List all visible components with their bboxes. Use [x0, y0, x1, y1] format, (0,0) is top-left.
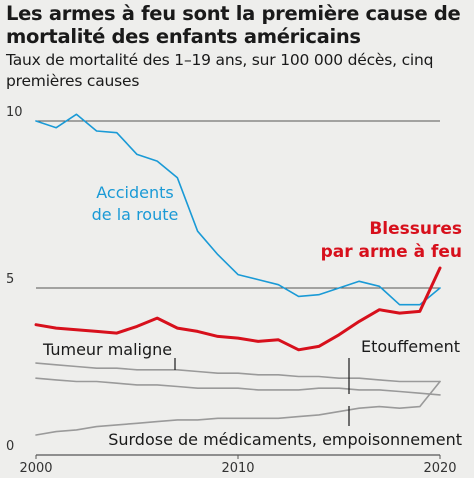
chart-subtitle: Taux de mortalité des 1–19 ans, sur 100 … — [6, 51, 434, 90]
y-tick-label: 5 — [6, 272, 14, 287]
firearm-series-line — [34, 266, 442, 352]
x-tick-label: 2010 — [221, 461, 254, 476]
y-tick-label: 10 — [6, 105, 23, 120]
tumor-series-line — [35, 362, 441, 383]
road-series-label: Accidents de la route — [92, 183, 179, 224]
x-tick-label: 2020 — [423, 461, 456, 476]
road-series-line — [35, 113, 441, 306]
overdose-series-line — [35, 380, 441, 436]
overdose-series-label: Surdose de médicaments, empoisonnement — [108, 430, 462, 449]
choking-series-line — [35, 377, 441, 396]
x-tick-label: 2000 — [19, 461, 52, 476]
firearm-series-label: Blessures par arme à feu — [321, 219, 462, 262]
tumor-series-label: Tumeur maligne — [42, 340, 172, 359]
chart-title: Les armes à feu sont la première cause d… — [6, 2, 461, 48]
y-tick-label: 0 — [6, 439, 14, 454]
choking-series-label: Etouffement — [361, 337, 460, 356]
